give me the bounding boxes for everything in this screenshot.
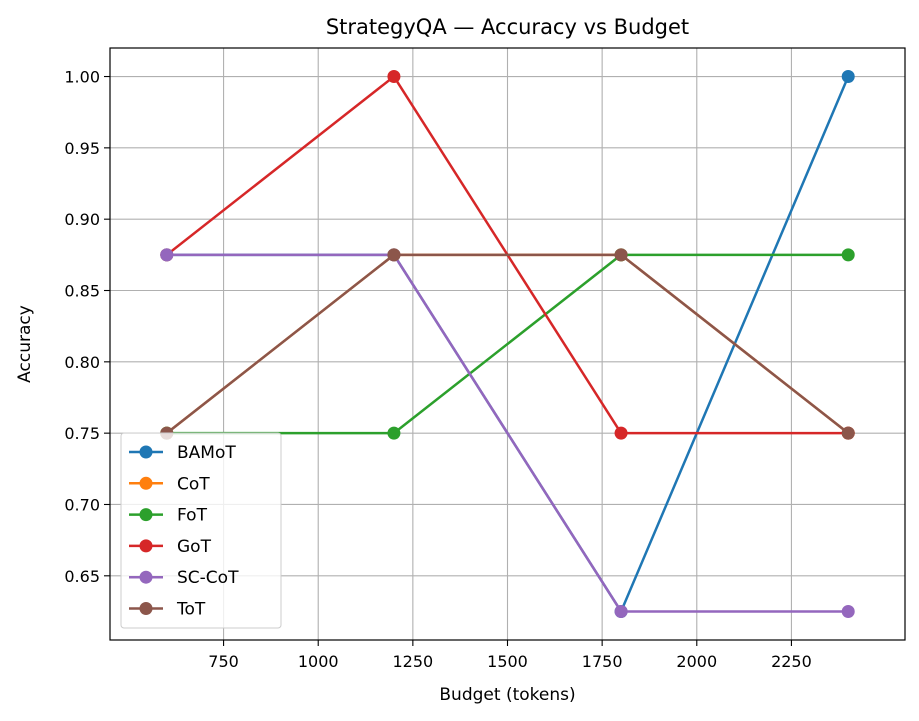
legend: BAMoT CoT FoT GoT SC-CoT ToT <box>120 432 282 629</box>
y-tick-label: 0.85 <box>64 282 100 301</box>
data-point-got <box>614 426 628 440</box>
x-tick-label: 750 <box>208 652 239 671</box>
x-tick-label: 1000 <box>298 652 339 671</box>
data-point-got <box>387 70 401 84</box>
legend-label: FoT <box>177 506 208 526</box>
axis-ticks: 750 1000 1250 1500 1750 2000 2250 0.65 0.70 0.75 0… <box>64 68 811 671</box>
data-point-sc-cot <box>160 248 174 262</box>
legend-label: GoT <box>177 537 212 557</box>
data-point-sc-cot <box>841 604 855 618</box>
legend-box <box>120 432 282 629</box>
y-tick-label: 0.95 <box>64 139 100 158</box>
legend-label: ToT <box>176 600 206 620</box>
legend-marker <box>139 476 153 490</box>
data-point-sc-cot <box>614 604 628 618</box>
legend-item-got: GoT <box>129 537 212 557</box>
legend-item-cot: CoT <box>129 474 210 494</box>
x-tick-label: 1250 <box>392 652 433 671</box>
legend-marker <box>139 539 153 553</box>
y-tick-label: 0.75 <box>64 424 100 443</box>
legend-label: BAMoT <box>177 443 236 463</box>
data-point-bamot <box>841 70 855 84</box>
y-axis-label: Accuracy <box>15 305 35 383</box>
x-axis-label: Budget (tokens) <box>439 685 575 705</box>
y-tick-label: 0.65 <box>64 567 100 586</box>
y-tick-label: 1.00 <box>64 68 100 87</box>
data-point-tot <box>387 248 401 262</box>
y-tick-label: 0.90 <box>64 210 100 229</box>
legend-item-tot: ToT <box>129 600 206 620</box>
x-tick-label: 2000 <box>676 652 717 671</box>
y-tick-label: 0.70 <box>64 495 100 514</box>
x-tick-label: 1500 <box>487 652 528 671</box>
legend-item-sc-cot: SC-CoT <box>129 568 239 588</box>
legend-item-fot: FoT <box>129 506 208 526</box>
y-tick-label: 0.80 <box>64 353 100 372</box>
data-point-tot <box>841 426 855 440</box>
legend-item-bamot: BAMoT <box>129 443 236 463</box>
x-tick-label: 1750 <box>582 652 623 671</box>
data-point-fot <box>841 248 855 262</box>
legend-marker <box>139 602 153 615</box>
series-tot <box>160 248 855 440</box>
series-line-sc-cot <box>166 253 849 613</box>
data-point-fot <box>387 426 401 440</box>
chart-title: StrategyQA — Accuracy vs Budget <box>326 15 689 39</box>
legend-marker <box>139 445 153 459</box>
legend-label: SC-CoT <box>177 568 239 588</box>
x-tick-label: 2250 <box>771 652 812 671</box>
legend-label: CoT <box>177 474 210 494</box>
legend-marker <box>139 570 153 584</box>
data-point-tot <box>614 248 628 262</box>
legend-marker <box>139 508 153 522</box>
series-line-tot <box>166 253 849 435</box>
